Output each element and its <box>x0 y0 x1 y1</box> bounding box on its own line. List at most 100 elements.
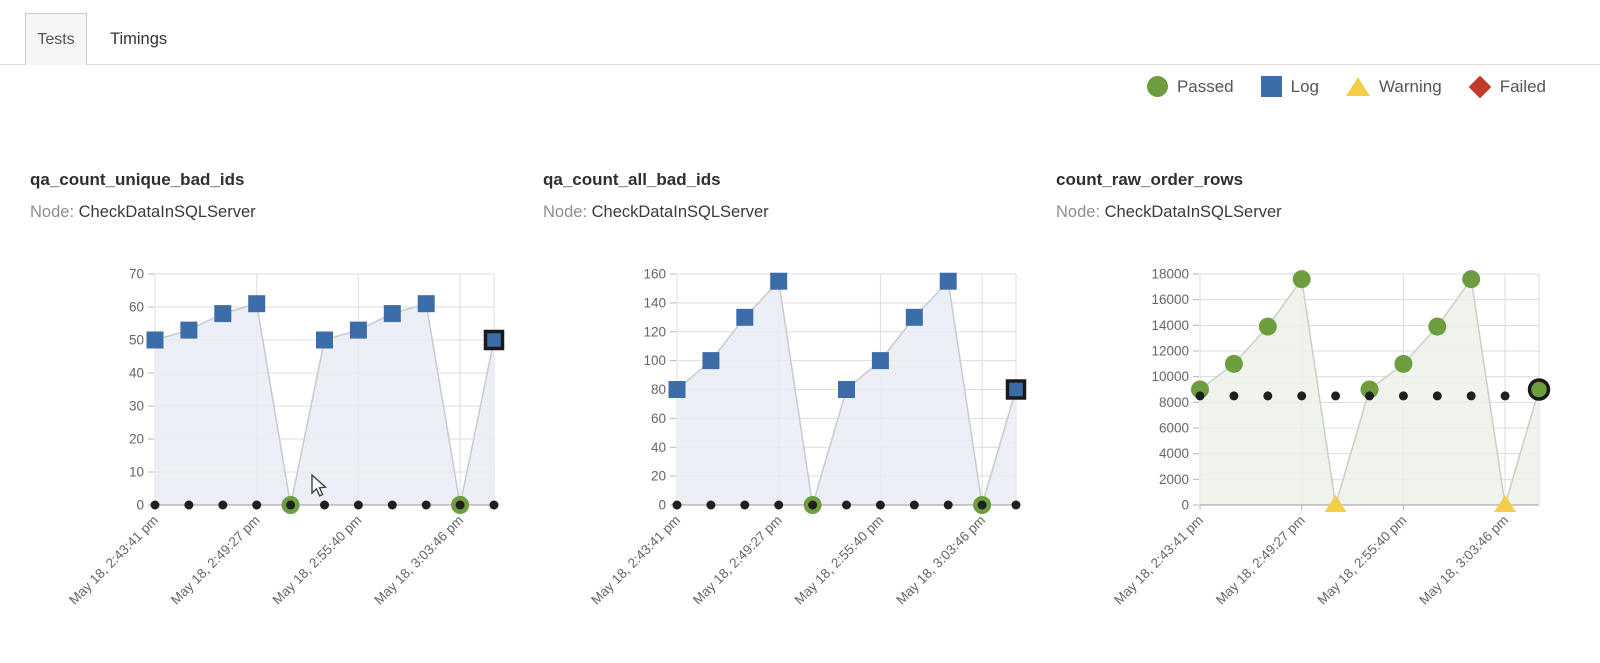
marker-log[interactable] <box>668 381 686 398</box>
marker-log[interactable] <box>702 352 720 370</box>
marker-passed[interactable] <box>1360 380 1379 399</box>
marker-log[interactable] <box>417 295 435 313</box>
marker-dot[interactable] <box>1011 500 1021 510</box>
marker-dot[interactable] <box>387 500 397 510</box>
y-tick-label: 0 <box>1181 498 1189 513</box>
marker-dot[interactable] <box>286 500 296 510</box>
y-tick-label: 16000 <box>1151 292 1189 307</box>
marker-dot[interactable] <box>909 500 919 510</box>
marker-dot[interactable] <box>774 500 784 510</box>
marker-dot[interactable] <box>1365 391 1374 401</box>
marker-dot[interactable] <box>252 500 262 510</box>
marker-log[interactable] <box>905 308 923 326</box>
marker-log[interactable] <box>939 272 957 290</box>
legend-label: Failed <box>1499 76 1546 96</box>
x-tick-label: May 18, 3:03:46 pm <box>371 513 466 608</box>
marker-log[interactable] <box>316 331 333 349</box>
marker-dot[interactable] <box>875 500 885 510</box>
tab-timings[interactable]: Timings <box>110 29 168 48</box>
chart-node-subtitle: Node: CheckDataInSQLServer <box>543 202 1056 222</box>
y-tick-label: 0 <box>136 498 144 513</box>
marker-log[interactable] <box>770 272 788 290</box>
marker-log[interactable] <box>838 381 855 398</box>
marker-dot[interactable] <box>943 500 953 510</box>
node-label: Node: <box>30 203 75 221</box>
y-tick-label: 160 <box>643 267 666 282</box>
chart-title: count_raw_order_rows <box>1056 170 1244 189</box>
y-tick-label: 60 <box>129 300 144 315</box>
selected-marker-passed[interactable] <box>1527 378 1551 401</box>
marker-log[interactable] <box>214 305 232 323</box>
y-tick-label: 40 <box>129 366 144 381</box>
marker-dot[interactable] <box>706 500 716 510</box>
marker-log[interactable] <box>736 308 754 326</box>
marker-passed[interactable] <box>1224 354 1243 373</box>
marker-dot[interactable] <box>1500 391 1510 401</box>
marker-passed[interactable] <box>1462 270 1481 289</box>
marker-dot[interactable] <box>740 500 750 510</box>
marker-log[interactable] <box>871 352 889 370</box>
marker-dot[interactable] <box>672 500 682 510</box>
y-tick-label: 18000 <box>1151 267 1189 282</box>
selected-marker-log[interactable] <box>1005 379 1027 400</box>
marker-dot[interactable] <box>1398 391 1408 401</box>
x-tick-label: May 18, 2:43:41 pm <box>1111 513 1206 608</box>
marker-dot[interactable] <box>489 500 499 510</box>
y-tick-label: 4000 <box>1159 446 1189 461</box>
marker-dot[interactable] <box>184 500 194 510</box>
marker-dot[interactable] <box>842 500 851 510</box>
marker-passed[interactable] <box>1428 317 1447 336</box>
marker-dot[interactable] <box>1297 391 1307 401</box>
chart-node-subtitle: Node: CheckDataInSQLServer <box>30 202 543 222</box>
series-markers <box>668 272 1027 514</box>
y-tick-label: 40 <box>651 440 666 455</box>
marker-log[interactable] <box>180 321 198 339</box>
tab-tests[interactable]: Tests <box>25 13 87 65</box>
marker-passed[interactable] <box>1394 354 1413 373</box>
warning-icon <box>1346 77 1371 96</box>
marker-dot[interactable] <box>320 500 329 510</box>
y-tick-label: 0 <box>658 498 666 513</box>
marker-dot[interactable] <box>1263 391 1273 401</box>
marker-dot[interactable] <box>218 500 228 510</box>
marker-dot[interactable] <box>353 500 363 510</box>
marker-log[interactable] <box>383 305 401 323</box>
selected-marker-log[interactable] <box>483 329 505 351</box>
y-tick-label: 120 <box>643 324 666 339</box>
y-tick-label: 12000 <box>1151 344 1189 359</box>
marker-warning[interactable] <box>1494 495 1517 512</box>
y-tick-label: 10000 <box>1151 369 1189 384</box>
marker-dot[interactable] <box>977 500 987 510</box>
node-label: Node: <box>543 203 588 221</box>
y-tick-label: 60 <box>651 411 666 426</box>
marker-dot[interactable] <box>1229 391 1239 401</box>
marker-warning[interactable] <box>1324 495 1347 512</box>
y-tick-label: 50 <box>129 333 144 348</box>
series-markers <box>1191 270 1551 512</box>
marker-log[interactable] <box>146 331 164 349</box>
marker-passed[interactable] <box>1191 380 1209 399</box>
x-tick-label: May 18, 3:03:46 pm <box>1416 513 1511 608</box>
x-tick-label: May 18, 2:55:40 pm <box>1315 513 1410 608</box>
legend-label: Passed <box>1176 76 1234 96</box>
node-name: CheckDataInSQLServer <box>1100 203 1282 221</box>
marker-log[interactable] <box>248 295 266 313</box>
marker-dot[interactable] <box>1466 391 1476 401</box>
charts-row: qa_count_unique_bad_ids Node: CheckDataIn… <box>30 170 1569 645</box>
marker-dot[interactable] <box>808 500 818 510</box>
marker-dot[interactable] <box>421 500 431 510</box>
marker-dot[interactable] <box>455 500 465 510</box>
tab-bar: Tests Timings <box>0 0 1600 65</box>
marker-passed[interactable] <box>1292 270 1311 289</box>
y-tick-label: 30 <box>129 399 144 414</box>
chart-block: qa_count_all_bad_ids Node: CheckDataInSQL… <box>543 170 1056 645</box>
log-icon <box>1260 76 1282 97</box>
marker-dot[interactable] <box>1195 391 1205 401</box>
marker-dot[interactable] <box>150 500 160 510</box>
marker-dot[interactable] <box>1432 391 1442 401</box>
marker-log[interactable] <box>349 321 367 339</box>
marker-passed[interactable] <box>1258 317 1277 336</box>
marker-dot[interactable] <box>1331 391 1341 401</box>
x-tick-label: May 18, 2:49:27 pm <box>168 513 263 608</box>
